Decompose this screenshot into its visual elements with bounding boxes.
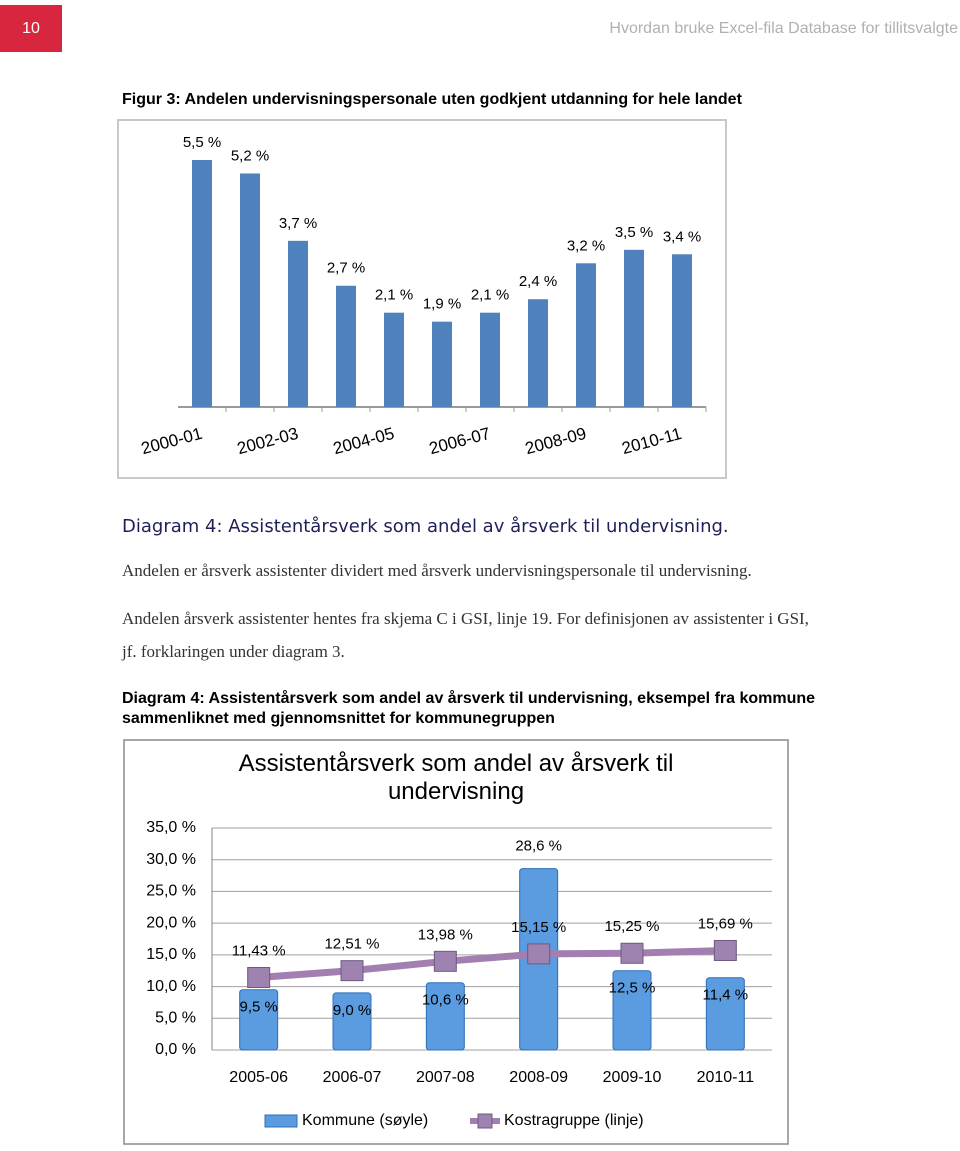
value-label: 2,1 % (471, 287, 509, 304)
value-label: 3,2 % (567, 237, 605, 254)
y-tick-label: 20,0 % (146, 914, 196, 931)
line-marker (247, 967, 271, 989)
bar (672, 254, 692, 407)
bar (239, 989, 279, 1051)
value-label: 3,4 % (663, 228, 701, 245)
bar (576, 263, 596, 407)
bar (192, 160, 212, 407)
x-tick-label: 2007-08 (416, 1069, 475, 1086)
legend-swatch (264, 1114, 298, 1128)
line-marker (713, 939, 737, 961)
y-tick-label: 0,0 % (155, 1041, 196, 1058)
value-label: 2,7 % (327, 260, 365, 277)
x-tick-label: 2006-07 (323, 1069, 382, 1086)
section-heading: Diagram 4: Assistentårsverk som andel av… (122, 516, 729, 537)
bar-value-label: 10,6 % (422, 992, 469, 1009)
x-tick-label: 2005-06 (229, 1069, 288, 1086)
bar-value-label: 28,6 % (515, 838, 562, 855)
paragraph: Andelen er årsverk assistenter dividert … (122, 561, 752, 580)
bar (288, 240, 308, 407)
value-label: 3,5 % (615, 224, 653, 241)
bar (336, 285, 356, 407)
line-marker (527, 943, 551, 965)
line (258, 946, 726, 981)
value-label: 5,5 % (183, 134, 221, 151)
legend-label: Kommune (søyle) (302, 1112, 428, 1129)
page-number: 10 (22, 20, 40, 37)
value-label: 1,9 % (423, 296, 461, 313)
bar (425, 982, 465, 1051)
bar (705, 977, 745, 1051)
x-tick-label: 2010-11 (697, 1069, 755, 1086)
y-tick-label: 25,0 % (146, 883, 196, 900)
paragraph: Andelen årsverk assistenter hentes fra s… (122, 609, 809, 628)
bar-value-label: 9,5 % (239, 999, 277, 1016)
line-value-label: 15,15 % (511, 919, 566, 936)
paragraph: jf. forklaringen under diagram 3. (121, 642, 345, 661)
line-value-label: 15,69 % (698, 915, 753, 932)
line-marker (340, 960, 364, 982)
chart-title: Assistentårsverk som andel av årsverk ti… (238, 750, 674, 805)
y-tick-label: 10,0 % (146, 978, 196, 995)
caption: sammenliknet med gjennomsnittet for komm… (122, 710, 555, 727)
bar (480, 312, 500, 407)
legend-swatch (477, 1113, 493, 1129)
line-value-label: 13,98 % (418, 926, 473, 943)
bar (624, 249, 644, 407)
x-tick-label: 2008-09 (523, 424, 588, 459)
bar (240, 173, 260, 407)
x-tick-label: 2009-10 (603, 1069, 662, 1086)
line-marker (620, 942, 644, 964)
y-tick-label: 15,0 % (146, 946, 196, 963)
chart-frame (123, 739, 789, 1145)
page-number-box (0, 5, 62, 52)
bar (528, 299, 548, 407)
x-tick-label: 2006-07 (427, 424, 492, 459)
x-tick-label: 2010-11 (620, 424, 684, 458)
chart-frame (117, 119, 727, 479)
figure-title: Figur 3: Andelen undervisningspersonale … (122, 91, 743, 108)
y-tick-label: 35,0 % (146, 819, 196, 836)
bar (384, 312, 404, 407)
chart-title-box: Assistentårsverk som andel av årsverk ti… (238, 750, 674, 805)
x-tick-label: 2002-03 (235, 424, 300, 459)
caption: Diagram 4: Assistentårsverk som andel av… (122, 689, 815, 707)
legend-label: Kostragruppe (linje) (504, 1112, 644, 1129)
y-tick-label: 30,0 % (146, 851, 196, 868)
value-label: 2,4 % (519, 273, 557, 290)
x-tick-label: 2004-05 (331, 424, 396, 459)
value-label: 2,1 % (375, 287, 413, 304)
bar (612, 970, 652, 1051)
x-tick-label: 2000-01 (139, 424, 204, 459)
line-value-label: 11,43 % (232, 942, 286, 959)
value-label: 5,2 % (231, 147, 269, 164)
value-label: 3,7 % (279, 215, 317, 232)
bar (332, 992, 372, 1051)
x-tick-label: 2008-09 (509, 1069, 568, 1086)
y-tick-label: 5,0 % (155, 1010, 196, 1027)
bar (432, 321, 452, 407)
line-value-label: 15,25 % (604, 918, 659, 935)
header-title: Hvordan bruke Excel-fila Database for ti… (609, 20, 958, 37)
line-value-label: 12,51 % (324, 936, 379, 953)
line-marker (433, 950, 457, 972)
bar-value-label: 11,4 % (703, 987, 749, 1004)
bar-value-label: 12,5 % (609, 980, 656, 997)
bar-value-label: 9,0 % (333, 1002, 371, 1019)
